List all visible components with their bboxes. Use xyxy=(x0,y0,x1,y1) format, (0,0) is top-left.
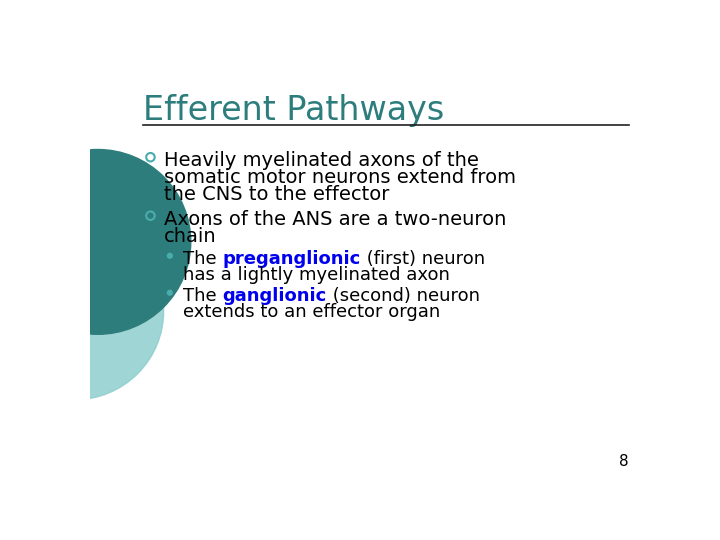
Text: preganglionic: preganglionic xyxy=(222,249,361,268)
Text: (second) neuron: (second) neuron xyxy=(327,287,480,305)
Text: ganglionic: ganglionic xyxy=(222,287,327,305)
Text: (first) neuron: (first) neuron xyxy=(361,249,485,268)
Text: somatic motor neurons extend from: somatic motor neurons extend from xyxy=(163,168,516,187)
Text: has a lightly myelinated axon: has a lightly myelinated axon xyxy=(183,266,450,284)
Circle shape xyxy=(0,222,163,400)
Circle shape xyxy=(167,253,173,259)
Text: extends to an effector organ: extends to an effector organ xyxy=(183,303,440,321)
Text: Efferent Pathways: Efferent Pathways xyxy=(143,94,444,127)
Text: The: The xyxy=(183,287,222,305)
Text: The: The xyxy=(183,249,222,268)
Text: 8: 8 xyxy=(619,454,629,469)
Circle shape xyxy=(5,150,191,334)
Text: the CNS to the effector: the CNS to the effector xyxy=(163,185,389,204)
Text: Heavily myelinated axons of the: Heavily myelinated axons of the xyxy=(163,151,479,170)
Circle shape xyxy=(167,289,173,296)
Text: Axons of the ANS are a two-neuron: Axons of the ANS are a two-neuron xyxy=(163,210,506,228)
Text: chain: chain xyxy=(163,226,216,246)
